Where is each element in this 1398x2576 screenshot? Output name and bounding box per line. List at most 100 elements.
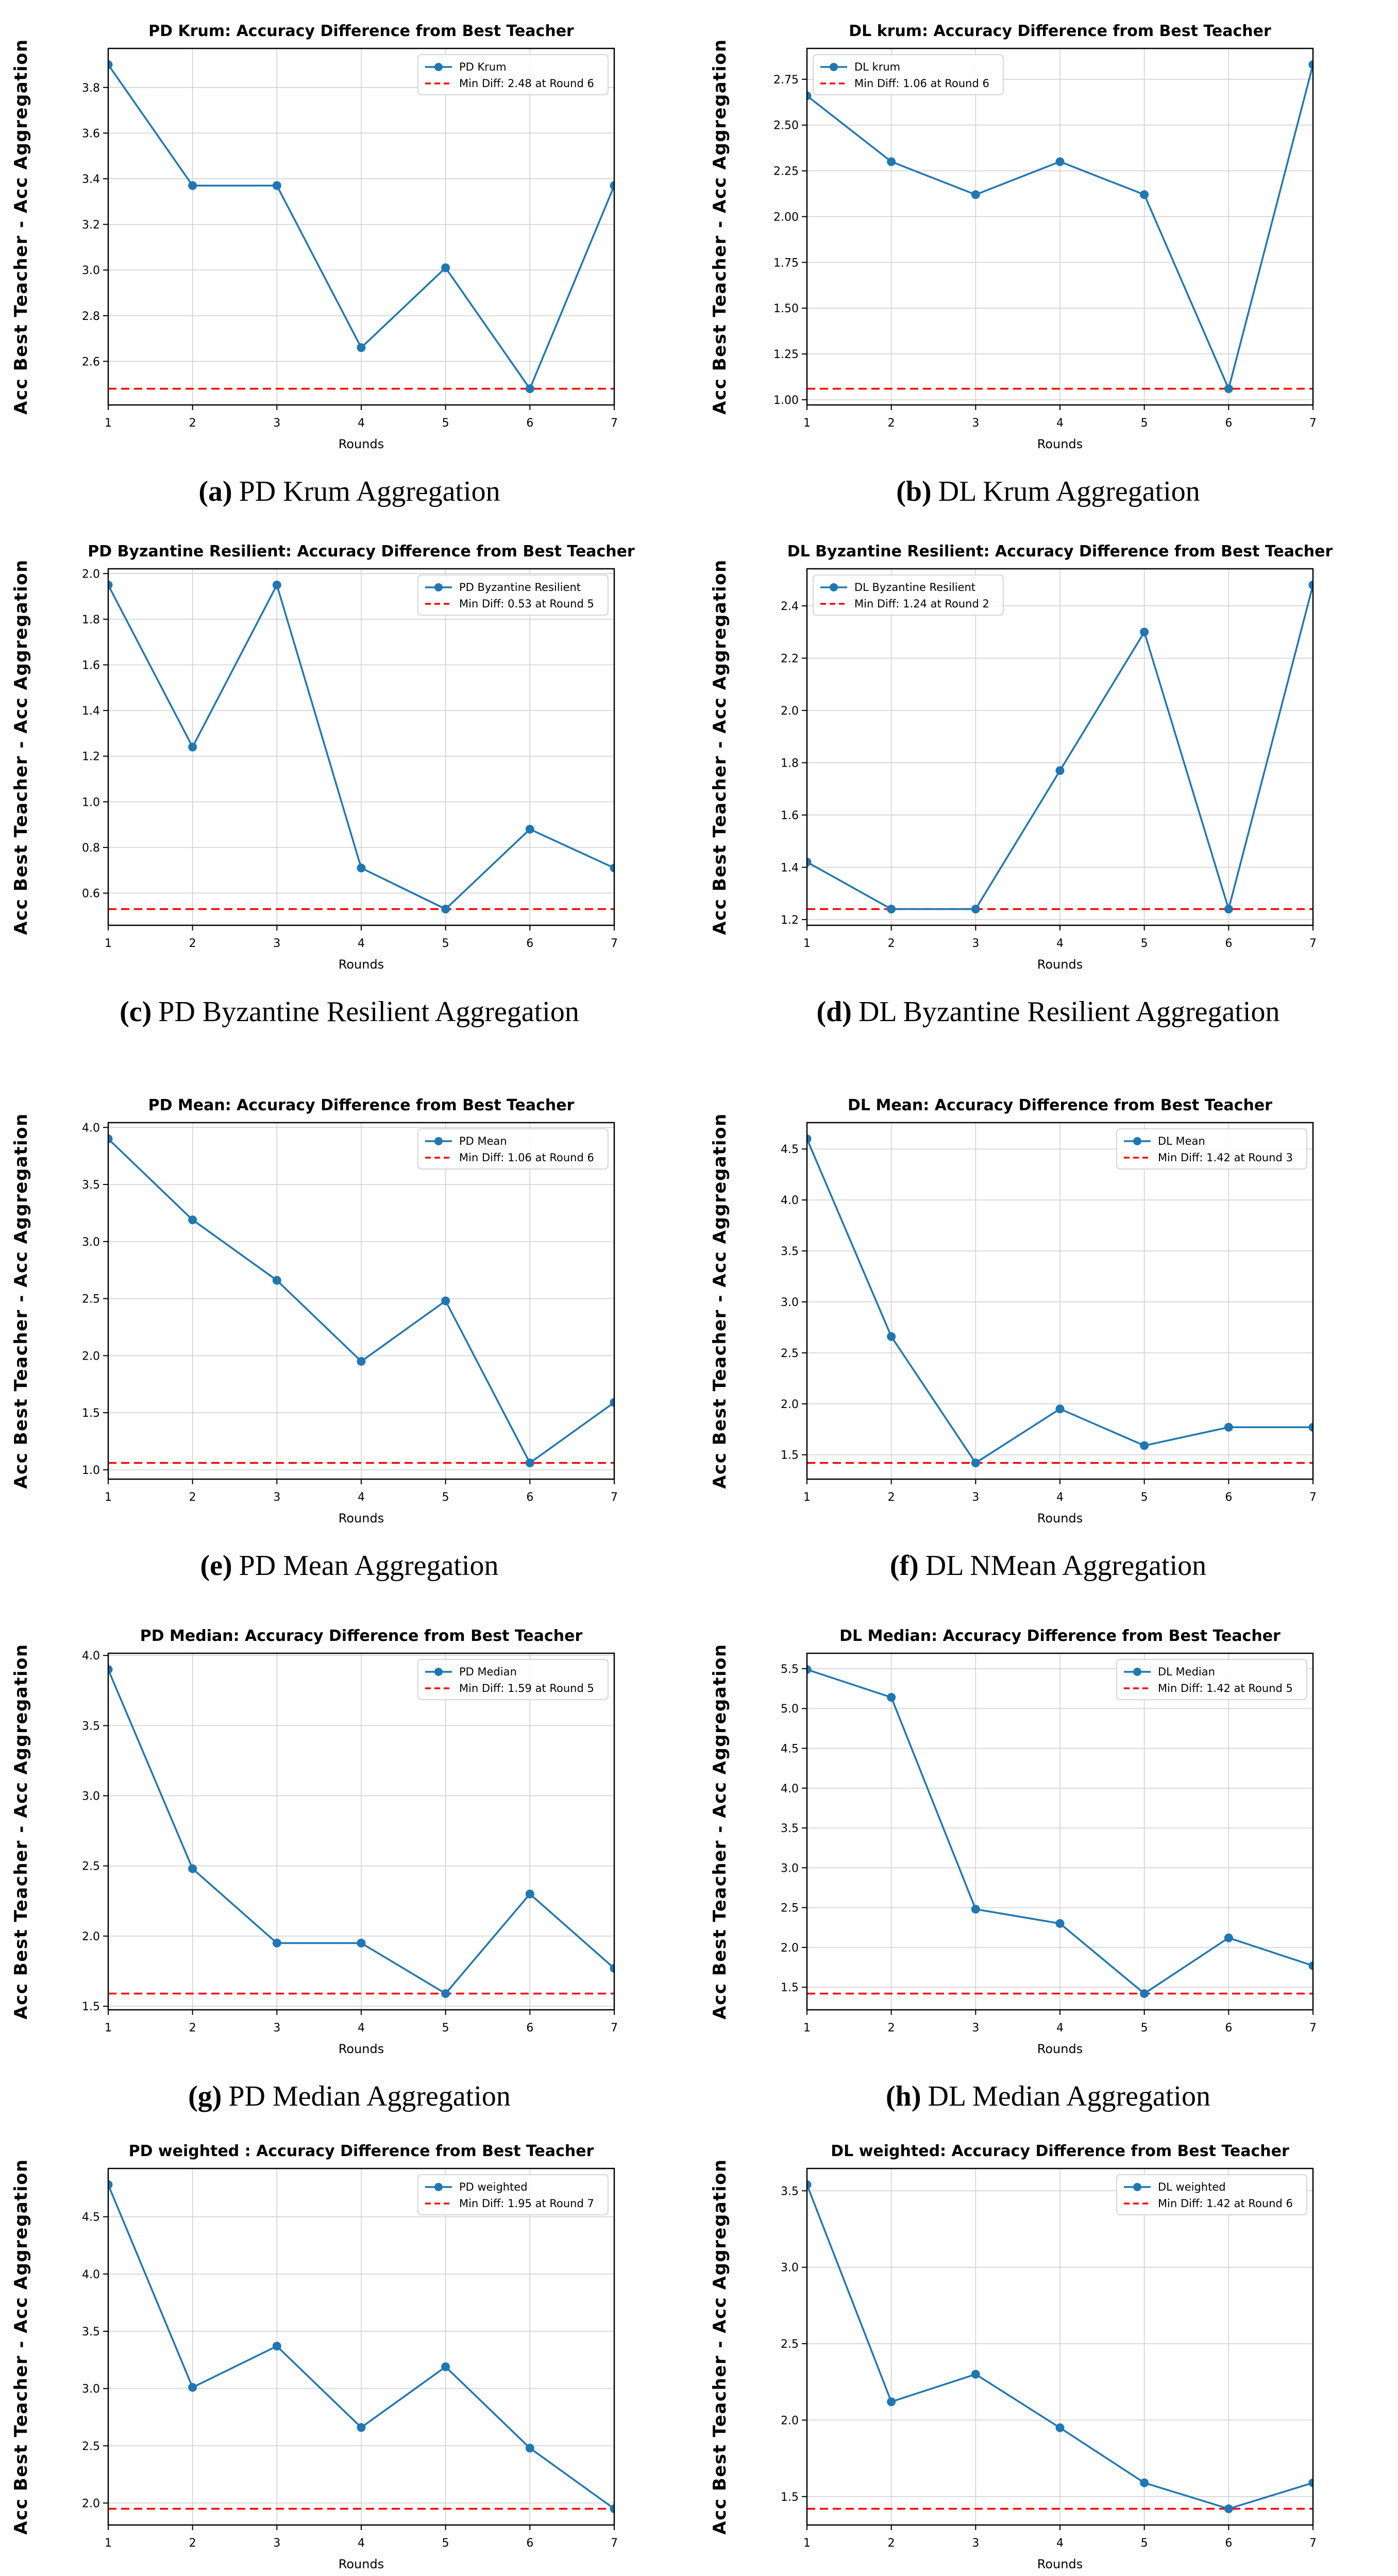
legend-mindiff-label: Min Diff: 1.59 at Round 5 bbox=[459, 1682, 594, 1694]
x-axis-label: Rounds bbox=[339, 957, 384, 972]
x-tick-label: 3 bbox=[972, 417, 979, 430]
y-axis: 1.5 2.0 2.5 3.0 3.5 bbox=[781, 2185, 807, 2504]
x-axis: 1 2 3 4 5 6 7 bbox=[105, 405, 618, 430]
chart-dl-krum: 1 2 3 4 5 6 7 1.00 1.25 1.50 1.75 2.00 2.25 2.50 2.75 D… bbox=[710, 22, 1317, 451]
legend-box bbox=[1116, 2174, 1307, 2215]
data-point-marker bbox=[1308, 1422, 1313, 1432]
legend-series-label: PD weighted bbox=[459, 2181, 528, 2193]
x-tick-label: 5 bbox=[1141, 937, 1148, 950]
subfigure-caption-label: (g) bbox=[188, 2080, 222, 2112]
series-dl-mean bbox=[807, 1134, 1313, 1468]
data-point-marker bbox=[188, 1864, 197, 1873]
y-tick-label: 3.5 bbox=[781, 1822, 799, 1835]
y-tick-label: 2.25 bbox=[773, 165, 799, 178]
x-tick-label: 5 bbox=[442, 937, 449, 950]
data-point-marker bbox=[272, 1276, 281, 1285]
x-tick-label: 3 bbox=[972, 2022, 979, 2035]
data-point-marker bbox=[1224, 2504, 1233, 2514]
x-tick-label: 7 bbox=[611, 417, 618, 430]
caption-row-1: (a) PD Krum Aggregation (b) DL Krum Aggrega… bbox=[0, 473, 1398, 510]
chart-row-1: 1 2 3 4 5 6 7 2.6 2.8 3.0 3.2 3.4 3.6 3.8 PD Krum: Acc… bbox=[0, 5, 1398, 454]
chart-dl-median: 1 2 3 4 5 6 7 1.5 2.0 2.5 3.0 3.5 4.0 4.5 5.0 5.5 DL Med… bbox=[710, 1627, 1317, 2056]
legend-mindiff-label: Min Diff: 1.42 at Round 5 bbox=[1158, 1682, 1293, 1694]
grid-lines bbox=[806, 2168, 1313, 2525]
data-point-marker bbox=[357, 1939, 366, 1948]
x-axis: 1 2 3 4 5 6 7 bbox=[803, 1479, 1317, 1504]
y-tick-label: 2.5 bbox=[781, 1902, 799, 1915]
chart-title: PD Mean: Accuracy Difference from Best T… bbox=[148, 1096, 575, 1114]
data-point-marker bbox=[357, 1357, 366, 1366]
chart-cell-pd-weighted: 1 2 3 4 5 6 7 2.0 2.5 3.0 3.5 4.0 4.5 PD weighted : A… bbox=[0, 2125, 699, 2574]
chart-title: DL weighted: Accuracy Difference from Be… bbox=[831, 2142, 1289, 2160]
chart-dl-mean: 1 2 3 4 5 6 7 1.5 2.0 2.5 3.0 3.5 4.0 4.5 DL Mean: Acc… bbox=[710, 1096, 1317, 1526]
legend-box bbox=[813, 54, 1004, 95]
y-tick-label: 2.2 bbox=[781, 653, 799, 666]
chart-cell-dl-krum: 1 2 3 4 5 6 7 1.00 1.25 1.50 1.75 2.00 2.25 2.50 2.75 D… bbox=[699, 5, 1397, 454]
series-dl-krum bbox=[807, 60, 1313, 394]
legend-box bbox=[1116, 1659, 1307, 1700]
y-axis: 1.5 2.0 2.5 3.0 3.5 4.0 4.5 5.0 5.5 bbox=[781, 1663, 807, 1994]
caption-row-2: (c) PD Byzantine Resilient Aggregation (d)… bbox=[0, 993, 1398, 1030]
legend-series-label: PD Median bbox=[459, 1666, 517, 1678]
data-point-marker bbox=[807, 2180, 812, 2189]
grid-lines bbox=[806, 569, 1313, 925]
y-axis-label: Acc Best Teacher - Acc Aggregation bbox=[710, 39, 730, 414]
data-point-marker bbox=[1140, 1989, 1149, 1998]
legend-series-marker bbox=[830, 63, 838, 71]
legend-series-marker bbox=[830, 583, 838, 591]
x-tick-label: 3 bbox=[273, 2022, 280, 2035]
caption-row-3: (e) PD Mean Aggregation (f) DL NMean Aggreg… bbox=[0, 1547, 1398, 1584]
legend-box bbox=[417, 2174, 609, 2215]
y-tick-label: 1.00 bbox=[773, 394, 799, 407]
chart-title: DL Median: Accuracy Difference from Best… bbox=[839, 1627, 1281, 1645]
y-axis: 1.5 2.0 2.5 3.0 3.5 4.0 bbox=[82, 1650, 108, 2013]
legend: PD Byzantine Resilient Min Diff: 0.53 at … bbox=[417, 574, 609, 616]
y-tick-label: 3.5 bbox=[781, 2185, 799, 2198]
y-axis-label: Acc Best Teacher - Acc Aggregation bbox=[11, 1643, 31, 2019]
data-point-marker bbox=[1055, 2423, 1065, 2432]
chart-cell-dl-weighted: 1 2 3 4 5 6 7 1.5 2.0 2.5 3.0 3.5 DL weighted: Accur… bbox=[699, 2125, 1397, 2574]
data-point-marker bbox=[610, 181, 614, 190]
y-tick-label: 2.5 bbox=[82, 1860, 100, 1873]
x-tick-label: 4 bbox=[358, 2022, 365, 2035]
chart-pd-mean: 1 2 3 4 5 6 7 1.0 1.5 2.0 2.5 3.0 3.5 4.0 PD Mean: Acc… bbox=[11, 1096, 618, 1526]
legend-series-marker bbox=[434, 583, 443, 591]
y-tick-label: 3.5 bbox=[781, 1245, 799, 1258]
data-point-marker bbox=[887, 1693, 896, 1702]
data-point-marker bbox=[357, 2423, 366, 2432]
x-axis-label: Rounds bbox=[1037, 2042, 1083, 2056]
x-tick-label: 6 bbox=[1225, 417, 1232, 430]
data-point-marker bbox=[610, 1964, 614, 1973]
legend-box bbox=[417, 1128, 609, 1170]
x-tick-label: 2 bbox=[888, 2022, 895, 2035]
data-point-marker bbox=[610, 1398, 614, 1407]
x-tick-label: 2 bbox=[189, 417, 196, 430]
x-tick-label: 6 bbox=[526, 417, 533, 430]
y-tick-label: 3.2 bbox=[82, 219, 100, 232]
legend-series-label: DL Mean bbox=[1158, 1135, 1205, 1147]
legend-mindiff-label: Min Diff: 1.95 at Round 7 bbox=[459, 2197, 594, 2210]
chart-row-2: 1 2 3 4 5 6 7 0.6 0.8 1.0 1.2 1.4 1.6 1.8 2.0 PD Byzant… bbox=[0, 526, 1398, 975]
data-point-marker bbox=[525, 2444, 534, 2453]
x-tick-label: 3 bbox=[273, 937, 280, 950]
data-point-marker bbox=[1140, 1441, 1149, 1450]
data-point-marker bbox=[272, 2342, 281, 2351]
x-tick-label: 6 bbox=[526, 1491, 533, 1504]
data-point-marker bbox=[1055, 1404, 1065, 1414]
chart-cell-pd-krum: 1 2 3 4 5 6 7 2.6 2.8 3.0 3.2 3.4 3.6 3.8 PD Krum: Acc… bbox=[0, 5, 699, 454]
x-tick-label: 3 bbox=[972, 1491, 979, 1504]
x-axis: 1 2 3 4 5 6 7 bbox=[803, 2525, 1317, 2550]
y-tick-label: 0.8 bbox=[82, 842, 100, 855]
data-point-marker bbox=[887, 905, 896, 914]
data-point-marker bbox=[1224, 905, 1233, 914]
legend: PD Mean Min Diff: 1.06 at Round 6 bbox=[417, 1128, 609, 1170]
chart-row-3: 1 2 3 4 5 6 7 1.0 1.5 2.0 2.5 3.0 3.5 4.0 PD Mean: Acc… bbox=[0, 1079, 1398, 1529]
data-point-marker bbox=[610, 2504, 614, 2514]
data-point-marker bbox=[357, 343, 366, 352]
x-tick-label: 7 bbox=[1309, 2022, 1317, 2035]
x-axis: 1 2 3 4 5 6 7 bbox=[105, 1479, 618, 1504]
data-point-marker bbox=[887, 2397, 896, 2406]
data-point-marker bbox=[1308, 580, 1313, 589]
subfigure-caption-text: PD Krum Aggregation bbox=[239, 476, 500, 507]
